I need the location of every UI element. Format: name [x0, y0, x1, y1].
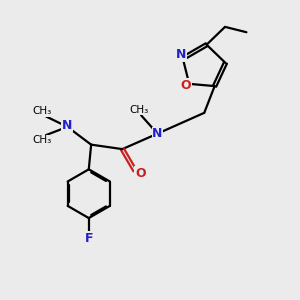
- Text: F: F: [85, 232, 93, 245]
- Text: O: O: [180, 79, 191, 92]
- Text: O: O: [135, 167, 146, 180]
- Text: N: N: [152, 127, 163, 140]
- Text: CH₃: CH₃: [129, 105, 148, 115]
- Text: CH₃: CH₃: [33, 136, 52, 146]
- Text: CH₃: CH₃: [33, 106, 52, 116]
- Text: N: N: [176, 48, 187, 62]
- Text: N: N: [61, 118, 72, 131]
